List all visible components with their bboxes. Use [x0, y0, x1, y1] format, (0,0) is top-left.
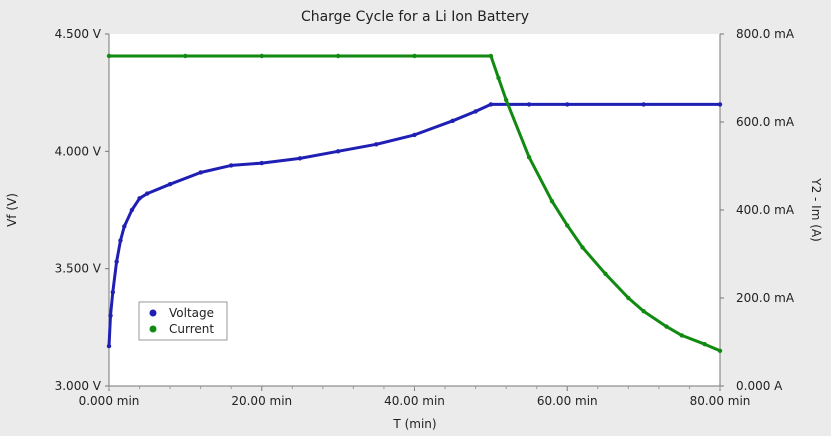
series-point-voltage	[108, 313, 113, 318]
left-tick-label: 3.500 V	[55, 262, 102, 276]
right-axis-label: Y2 - Im (A)	[809, 177, 823, 242]
left-tick-label: 3.000 V	[55, 379, 102, 393]
x-tick-label: 60.00 min	[537, 394, 598, 408]
chart-title: Charge Cycle for a Li Ion Battery	[301, 9, 529, 25]
series-point-current	[259, 53, 264, 59]
left-tick-label: 4.000 V	[55, 144, 102, 158]
right-tick-label: 600.0 mA	[736, 115, 795, 129]
legend-label-voltage: Voltage	[169, 306, 214, 320]
series-point-voltage	[297, 156, 303, 161]
series-point-current	[183, 53, 188, 59]
series-point-voltage	[374, 142, 379, 147]
series-point-voltage	[565, 102, 570, 107]
right-tick-label: 800.0 mA	[736, 27, 795, 41]
series-point-voltage	[144, 191, 150, 196]
series-point-current	[496, 75, 501, 81]
series-point-current	[717, 348, 723, 353]
series-point-current	[549, 199, 555, 204]
series-line-voltage	[107, 102, 722, 348]
right-axis-ticks: 0.000 A 200.0 mA 400.0 mA 600.0 mA 800.0 mA	[720, 27, 795, 393]
series-point-current	[488, 53, 494, 59]
legend-box	[138, 301, 228, 341]
series-point-voltage	[229, 163, 234, 168]
legend: Voltage Current	[138, 301, 228, 341]
x-axis-ticks: 0.000 min 20.00 min 40.00 min 60.00 min 80.0…	[79, 386, 751, 408]
series-point-voltage	[335, 149, 341, 154]
series-point-voltage	[167, 181, 173, 187]
series-point-voltage	[412, 132, 417, 138]
series-point-current	[580, 245, 585, 250]
series-point-current	[335, 53, 341, 59]
series-layer	[106, 53, 723, 353]
legend-marker-current	[149, 325, 157, 333]
series-point-voltage	[259, 160, 264, 166]
series-point-current	[679, 333, 685, 338]
series-point-voltage	[450, 118, 455, 124]
x-tick-label: 40.00 min	[384, 394, 445, 408]
series-point-voltage	[122, 224, 127, 229]
x-axis-label: T (min)	[392, 417, 436, 431]
series-point-current	[626, 295, 631, 301]
legend-label-current: Current	[169, 322, 214, 336]
series-point-voltage	[137, 196, 142, 201]
left-tick-label: 4.500 V	[55, 27, 102, 41]
series-point-current	[664, 324, 669, 329]
series-point-voltage	[106, 343, 112, 349]
series-point-voltage	[641, 102, 646, 107]
series-point-current	[603, 271, 608, 276]
series-point-current	[106, 53, 112, 59]
right-tick-label: 200.0 mA	[736, 291, 795, 305]
series-point-current	[412, 53, 417, 59]
series-point-voltage	[118, 238, 123, 243]
x-tick-label: 20.00 min	[231, 394, 292, 408]
series-point-current	[526, 155, 532, 160]
series-point-current	[641, 309, 646, 314]
series-point-voltage	[473, 109, 478, 114]
x-tick-label: 80.00 min	[690, 394, 751, 408]
legend-marker-voltage	[149, 309, 157, 317]
series-point-voltage	[129, 207, 135, 213]
x-tick-label: 0.000 min	[79, 394, 140, 408]
right-tick-label: 400.0 mA	[736, 203, 795, 217]
series-point-current	[503, 97, 509, 103]
series-point-voltage	[110, 289, 116, 295]
series-point-voltage	[114, 259, 119, 264]
series-point-current	[702, 342, 707, 347]
right-tick-label: 0.000 A	[736, 379, 783, 393]
series-point-voltage	[198, 170, 203, 175]
series-point-voltage	[717, 102, 723, 107]
series-point-voltage	[488, 102, 494, 107]
series-point-current	[565, 223, 570, 228]
left-axis-label: Vf (V)	[5, 193, 19, 227]
series-point-voltage	[526, 102, 532, 107]
left-axis-ticks: 3.000 V 3.500 V 4.000 V 4.500 V	[55, 27, 109, 393]
